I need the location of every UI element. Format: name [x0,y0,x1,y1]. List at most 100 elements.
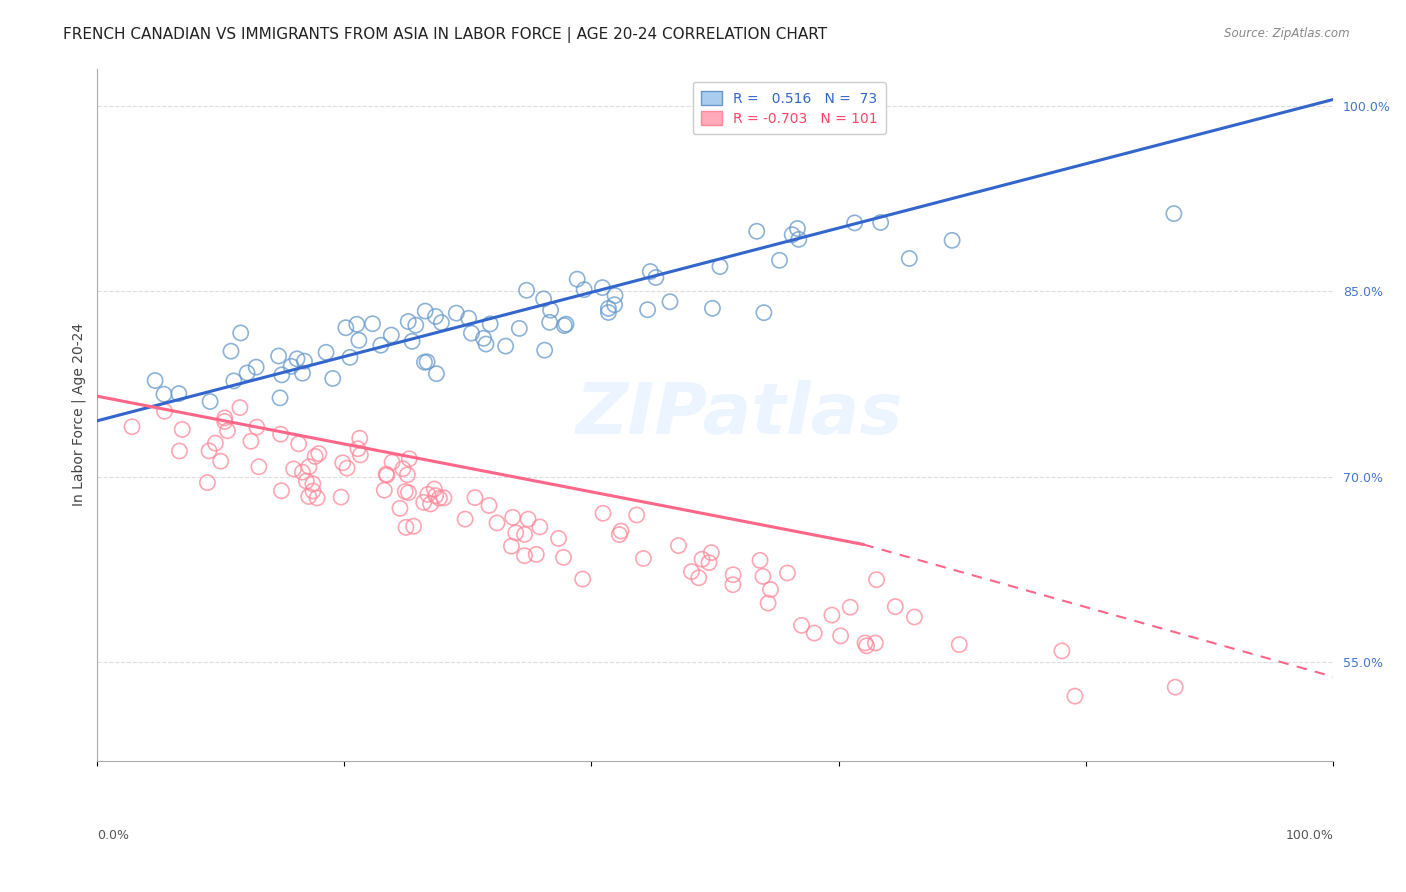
Point [430,316,453,330]
Legend: R =   0.516   N =  73, R = -0.703   N = 101: R = 0.516 N = 73, R = -0.703 N = 101 [693,82,886,134]
Point [285,351,308,366]
Point [756,596,779,610]
Point [398,451,420,466]
Point [572,283,595,297]
Point [153,404,176,418]
Point [529,520,551,534]
Point [457,311,479,326]
Point [143,374,166,388]
Point [412,495,434,509]
Point [555,317,578,331]
Point [505,525,527,540]
Point [239,434,262,449]
Point [269,391,291,405]
Point [598,301,620,316]
Point [855,639,877,653]
Point [222,374,245,388]
Point [425,367,447,381]
Point [533,292,555,306]
Point [626,508,648,522]
Point [197,475,219,490]
Point [644,270,666,285]
Point [479,317,502,331]
Point [637,302,659,317]
Point [533,343,555,358]
Point [401,334,423,349]
Point [413,355,436,369]
Point [745,224,768,238]
Point [217,424,239,438]
Point [167,386,190,401]
Point [502,510,524,524]
Point [1064,689,1087,703]
Point [446,306,468,320]
Point [169,444,191,458]
Y-axis label: In Labor Force | Age 20-24: In Labor Force | Age 20-24 [72,323,86,507]
Point [844,216,866,230]
Point [571,572,593,586]
Point [413,304,436,318]
Point [336,461,359,475]
Point [270,427,292,442]
Point [307,491,329,505]
Point [204,436,226,450]
Text: ZIPatlas: ZIPatlas [576,380,904,450]
Point [347,442,370,456]
Point [464,491,486,505]
Point [349,431,371,445]
Point [370,338,392,352]
Point [429,491,451,506]
Point [903,610,925,624]
Point [246,420,269,434]
Point [425,310,447,324]
Point [229,401,252,415]
Point [517,512,540,526]
Point [853,636,876,650]
Point [830,629,852,643]
Point [540,303,562,318]
Point [790,618,813,632]
Point [347,333,370,347]
Point [786,221,808,235]
Point [270,483,292,498]
Point [295,474,318,488]
Point [392,461,415,475]
Point [335,320,357,334]
Point [607,527,630,541]
Point [330,490,353,504]
Point [752,306,775,320]
Point [425,489,447,503]
Point [501,539,523,553]
Point [396,314,419,328]
Point [381,455,404,469]
Point [640,264,662,278]
Point [373,483,395,498]
Point [291,465,314,479]
Point [153,387,176,401]
Point [513,527,536,541]
Point [245,360,267,375]
Point [298,459,321,474]
Point [524,548,547,562]
Point [388,501,411,516]
Point [423,482,446,496]
Point [475,337,498,351]
Point [380,328,402,343]
Point [416,355,439,369]
Point [508,321,530,335]
Point [172,422,194,436]
Point [803,626,825,640]
Point [495,339,517,353]
Point [416,487,439,501]
Point [405,318,427,333]
Point [948,638,970,652]
Point [315,345,337,359]
Point [776,566,799,580]
Point [690,552,713,566]
Point [349,448,371,462]
Point [361,317,384,331]
Text: 100.0%: 100.0% [1285,829,1333,842]
Point [247,459,270,474]
Point [308,446,330,460]
Point [460,326,482,341]
